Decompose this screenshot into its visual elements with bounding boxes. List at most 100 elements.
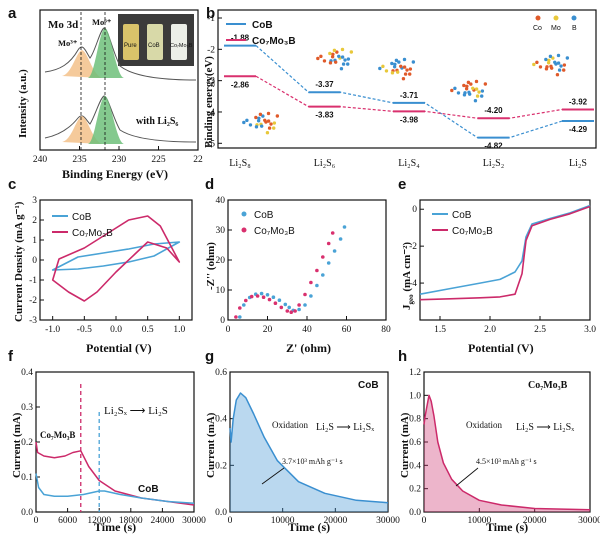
panel-h-arrow: [455, 467, 479, 487]
cv-curve-1: [51, 215, 181, 302]
cluster-atom: [402, 57, 407, 62]
panel-h-capacity: 4.5×10³ mAh g⁻¹ s: [476, 457, 537, 466]
panel-f-xtick-label: 24000: [151, 516, 175, 526]
cluster-atom: [346, 62, 350, 66]
panel-h-xtick-label: 30000: [578, 516, 600, 526]
panel-b-ylabel: Binding energy(eV): [203, 56, 215, 148]
panel-d-ytick-label: 20: [216, 256, 226, 266]
nyquist-point-1: [315, 268, 319, 273]
cluster-atom: [257, 116, 261, 121]
panel-g-ytick-label: 0.2: [215, 461, 227, 471]
panel-g-arrow: [261, 467, 285, 485]
cluster-atom: [450, 88, 454, 93]
legend-b-comob-label: Co₇Mo₃B: [252, 36, 296, 47]
cluster-atom: [316, 56, 320, 61]
panel-f-xtick-label: 6000: [58, 516, 77, 526]
panel-h-reaction: Li₂S ⟶ Li₂Sₓ: [516, 422, 574, 433]
cluster-atom: [245, 118, 249, 123]
panel-h-ytick-label: 1.0: [409, 391, 421, 401]
panel-f-comob-label: Co₇Mo₃B: [40, 430, 75, 440]
panel-a-xtick-label: 225: [151, 155, 166, 165]
cluster-atom: [263, 118, 267, 123]
cluster-atom: [462, 93, 467, 97]
cluster-atom: [384, 69, 389, 73]
cluster-atom: [480, 89, 485, 93]
spectrum-bottom-envelope: [44, 95, 197, 143]
panel-f-reaction-label: Li₂Sₓ ⟶ Li₂S: [104, 405, 168, 417]
panel-e-ylabel: Jgeo (mA cm⁻²): [401, 242, 415, 310]
panel-b-ytick-label: -4: [207, 108, 215, 118]
panel-a-xps: Mo 3d Pure CoB Co₇Mo₃B Mo³⁺ Mo⁶⁺ with Li…: [17, 9, 203, 181]
peak-mo3-top: [62, 50, 102, 78]
cluster-atom: [453, 86, 457, 91]
vial-pure: [123, 24, 139, 60]
atom-legend-b-dot: [571, 15, 577, 21]
cluster-atom: [480, 94, 484, 98]
nyquist-point-1: [289, 310, 294, 315]
cluster-atom: [275, 114, 280, 118]
energy-value-label: -3.71: [400, 91, 419, 100]
molecule-structures: [242, 47, 570, 135]
cv-curve-0: [51, 241, 181, 271]
cluster-atom: [340, 47, 345, 52]
cluster-atom: [559, 64, 563, 68]
panel-h-curve-0: [423, 394, 591, 511]
panel-h-legend: Co₇Mo₃B: [528, 380, 568, 391]
cluster-atom: [402, 65, 407, 69]
panel-e-lsv: 1.5 2.0 2.5 3.0 0 -2 -4 CoB Co₇Mo₃B Potential …: [401, 199, 596, 355]
panel-b-category-label: Li₂S: [569, 158, 587, 169]
cluster-atom: [328, 61, 333, 65]
cluster-atom: [562, 63, 567, 67]
energy-value-label: -4.20: [484, 106, 503, 115]
cluster-atom: [408, 67, 413, 71]
panel-d-ytick-label: 30: [216, 226, 226, 236]
nyquist-point-1: [285, 309, 290, 313]
cluster-atom: [392, 65, 397, 69]
cluster-atom: [333, 60, 338, 64]
nyquist-point-1: [297, 303, 301, 307]
panel-b-ytick-label: -5: [207, 139, 215, 149]
panel-e-ytick-label: -2: [409, 242, 417, 252]
panel-g-oxidation: Oxidation: [272, 420, 308, 430]
panel-d-xtick-label: 0: [226, 325, 231, 335]
nyquist-point-0: [238, 315, 242, 319]
nyquist-point-1: [330, 231, 335, 235]
atom-legend-mo: Mo: [551, 25, 561, 32]
atom-legend-mo-dot: [553, 15, 559, 21]
vial-label-pure: Pure: [124, 43, 137, 49]
panel-h-xlabel: Time (s): [486, 520, 528, 534]
panel-f-xtick-label: 18000: [119, 516, 143, 526]
panel-d-xtick-label: 20: [263, 325, 273, 335]
panel-c-ytick-label: -2: [29, 296, 37, 306]
cluster-atom: [378, 66, 382, 71]
panel-g-xtick-label: 30000: [376, 516, 400, 526]
label-mo3: Mo³⁺: [58, 38, 78, 48]
panel-d-ytick-label: 0: [220, 316, 225, 326]
panel-b-category-label: Li₂S₄: [398, 158, 420, 169]
cluster-atom: [401, 76, 406, 81]
panel-h-ytick-label: 0.4: [409, 461, 421, 471]
vial-cob: [147, 24, 163, 60]
panel-f-xtick-label: 30000: [182, 516, 206, 526]
panel-d-xlabel: Z' (ohm): [286, 341, 331, 355]
panel-h-ytick-label: 1.2: [409, 368, 421, 378]
energy-value-label: -2.86: [231, 80, 250, 89]
cluster-atom: [467, 92, 472, 96]
panel-c-ytick-label: 1: [32, 236, 37, 246]
cluster-atom: [551, 56, 555, 60]
panel-d-ylabel: -Z'' (ohm): [205, 242, 217, 290]
nyquist-point-0: [309, 294, 313, 298]
legend-d-comob-marker: [241, 227, 247, 233]
cluster-atom: [532, 62, 536, 67]
cluster-atom: [330, 55, 335, 59]
nyquist-point-1: [273, 301, 278, 306]
panel-g-ytick-label: 0.6: [215, 368, 227, 378]
panel-a-xtick-label: 240: [33, 155, 48, 165]
panel-e-ylabel-sub: geo: [407, 294, 415, 305]
panel-e-xtick-label: 3.0: [584, 325, 596, 335]
panel-g-xtick-label: 0: [228, 516, 233, 526]
cluster-atom: [319, 54, 323, 59]
label-mo6: Mo⁶⁺: [92, 17, 112, 27]
cluster-atom: [456, 91, 461, 95]
